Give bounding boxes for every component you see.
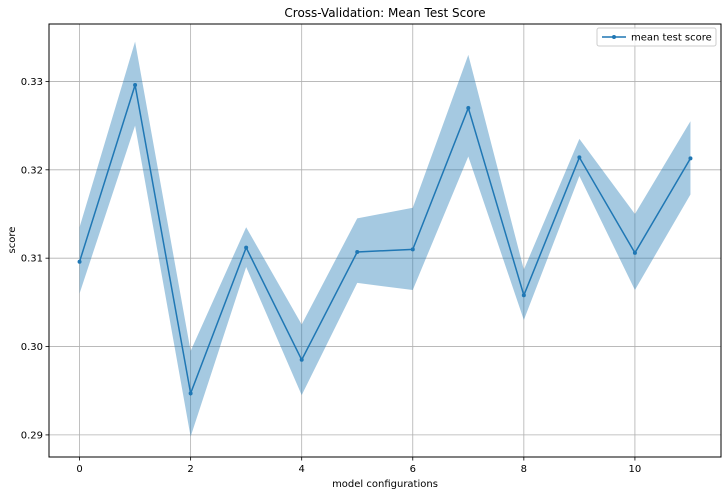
grid-lines <box>49 24 721 457</box>
legend-marker-swatch <box>612 35 616 39</box>
x-tick-label: 6 <box>410 464 416 475</box>
x-axis-label: model configurations <box>332 479 438 490</box>
y-tick-label: 0.30 <box>21 342 43 353</box>
data-point <box>410 247 415 252</box>
y-axis-ticks: 0.29 0.30 0.31 0.32 0.33 <box>21 77 49 441</box>
data-point <box>521 293 526 298</box>
x-tick-label: 8 <box>521 464 527 475</box>
data-point <box>577 155 582 160</box>
x-tick-label: 10 <box>629 464 642 475</box>
data-point <box>133 82 138 87</box>
x-axis-ticks: 0 2 4 6 8 10 <box>76 457 641 475</box>
data-point <box>466 105 471 110</box>
legend: mean test score <box>596 27 717 47</box>
data-point <box>188 391 193 396</box>
y-axis-label: score <box>7 227 18 254</box>
data-point <box>244 245 249 250</box>
x-tick-label: 0 <box>76 464 82 475</box>
y-tick-label: 0.31 <box>21 254 43 265</box>
x-tick-label: 2 <box>187 464 193 475</box>
legend-entry-label: mean test score <box>631 33 712 44</box>
data-point <box>688 156 693 161</box>
chart-title: Cross-Validation: Mean Test Score <box>284 6 485 20</box>
data-point <box>299 357 304 362</box>
y-tick-label: 0.29 <box>21 430 43 441</box>
data-point <box>632 250 637 255</box>
data-point <box>355 249 360 254</box>
confidence-band <box>79 41 691 437</box>
data-point <box>77 259 82 264</box>
series-group <box>77 82 693 397</box>
x-tick-label: 4 <box>299 464 305 475</box>
y-tick-label: 0.32 <box>21 165 43 176</box>
plot-area-frame <box>48 23 722 458</box>
y-tick-label: 0.33 <box>21 77 43 88</box>
error-band-group <box>79 41 691 437</box>
series-line <box>78 84 692 397</box>
legend-box <box>596 27 717 47</box>
